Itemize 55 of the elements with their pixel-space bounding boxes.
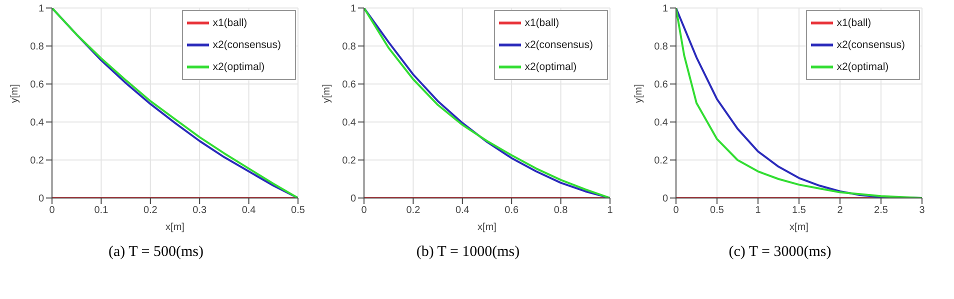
x-tick-label: 0.4 [242,205,256,216]
y-tick-label: 1 [662,4,668,15]
y-tick-label: 0.6 [342,80,356,91]
x-tick-label: 0 [673,205,680,216]
legend-label: x1(ball) [836,16,872,29]
y-tick-label: 0.8 [654,42,668,53]
legend-label: x2(optimal) [212,60,265,73]
x-tick-label: 0.5 [710,205,724,216]
x-axis-title: x[m] [166,222,185,233]
x-tick-label: 0 [49,205,56,216]
y-tick-label: 0 [662,194,668,205]
x-tick-label: 1.5 [792,205,806,216]
y-tick-label: 1 [38,4,44,15]
y-axis-title: y[m] [634,84,645,103]
y-tick-label: 0 [350,194,356,205]
legend-label: x2(consensus) [524,38,593,51]
x-tick-label: 0.5 [291,205,306,216]
y-tick-label: 0.6 [30,80,44,91]
x-tick-label: 0.8 [554,205,568,216]
legend-label: x1(ball) [212,16,248,29]
y-tick-label: 0.4 [654,118,668,129]
x-tick-label: 3 [919,205,926,216]
x-axis-title: x[m] [478,222,497,233]
x-tick-label: 0.4 [455,205,470,216]
y-axis-title: y[m] [10,84,21,103]
text: (b) T = 1000(ms) [415,244,521,261]
x-axis-title: x[m] [790,222,809,233]
y-tick-label: 0 [38,194,44,205]
y-tick-label: 0.6 [654,80,668,91]
y-axis-title: y[m] [322,84,333,103]
x-tick-label: 2.5 [874,205,888,216]
y-tick-label: 1 [350,4,356,15]
legend-label: x1(ball) [524,16,560,29]
text: (c) T = 3000(ms) [728,244,832,261]
x-tick-label: 0.3 [192,205,207,216]
legend-label: x2(consensus) [212,38,281,51]
x-tick-label: 0.1 [94,205,109,216]
legend-label: x2(consensus) [836,38,905,51]
y-tick-label: 0.8 [30,42,44,53]
y-tick-label: 0.2 [654,156,668,167]
x-tick-label: 0.2 [406,205,421,216]
text: (a) T = 500(ms) [108,244,204,261]
x-tick-label: 0.6 [504,205,519,216]
y-tick-label: 0.2 [342,156,356,167]
y-tick-label: 0.2 [30,156,44,167]
x-tick-label: 0.2 [143,205,158,216]
x-tick-label: 2 [837,205,844,216]
x-tick-label: 1 [755,205,762,216]
x-tick-label: 1 [607,205,614,216]
legend-label: x2(optimal) [836,60,889,73]
y-tick-label: 0.4 [342,118,356,129]
legend-label: x2(optimal) [524,60,577,73]
y-tick-label: 0.8 [342,42,356,53]
y-tick-label: 0.4 [30,118,44,129]
x-tick-label: 0 [361,205,368,216]
